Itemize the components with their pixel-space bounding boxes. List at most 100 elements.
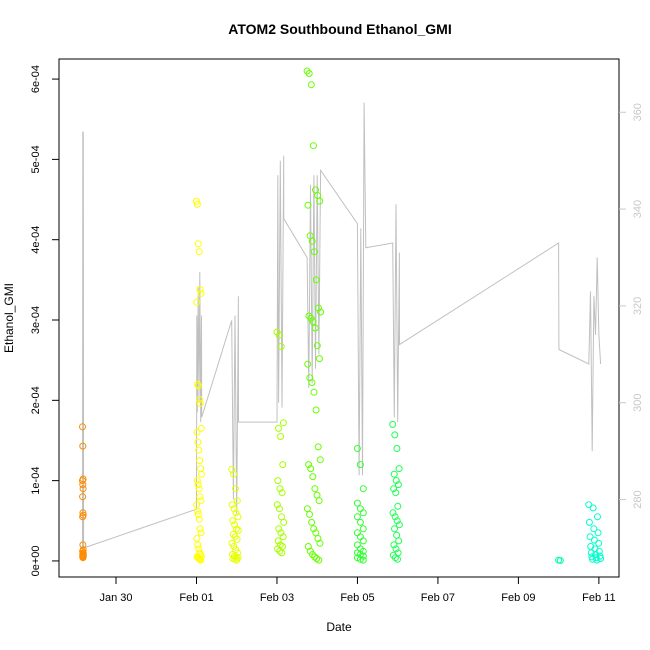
data-point [196,457,204,465]
data-point [196,555,204,563]
data-point [193,298,201,306]
data-point [391,554,399,562]
data-point [316,456,324,464]
data-point [359,537,367,545]
data-point [194,541,202,549]
data-point [197,290,205,297]
data-point [279,461,287,469]
data-point [196,493,204,501]
data-point [315,556,323,564]
data-point [395,521,403,529]
data-point [307,81,315,89]
data-point [353,541,361,549]
data-point [391,525,398,533]
data-point [197,497,205,505]
data-point [233,525,240,533]
x-tick-label: Feb 03 [260,592,294,604]
data-point [307,465,315,473]
series-line [82,102,602,558]
data-point [394,555,401,563]
data-point [317,308,325,316]
data-point [556,557,564,564]
data-point [308,237,316,245]
data-point [79,509,87,517]
data-point [589,555,596,563]
data-point [306,510,313,518]
data-point [586,533,594,541]
data-point [279,419,287,427]
data-point [194,481,202,489]
y-tick-label: 5e-04 [30,145,42,173]
data-point [585,501,593,509]
data-point [359,556,367,564]
data-point [195,248,203,256]
data-point [195,446,203,454]
plot-area-frame [58,58,620,578]
data-point [353,445,361,452]
data-point [278,549,286,557]
data-point [277,433,285,440]
y-right-tick-label: 360 [632,103,644,121]
data-point [392,477,400,485]
data-point [595,539,603,547]
data-point [193,535,201,542]
data-point [356,518,364,526]
data-point [391,431,399,439]
data-point [309,318,317,326]
data-point [230,505,238,513]
data-point [391,513,399,521]
data-point [79,554,87,562]
data-point [316,197,324,205]
data-point [277,529,285,537]
data-point [305,70,313,77]
data-point [314,443,322,451]
data-point [305,461,313,469]
data-point [389,420,397,428]
data-point [587,549,595,557]
data-point [310,248,318,256]
data-point [590,525,598,533]
data-point [194,240,202,248]
data-point [392,489,400,497]
data-point [194,510,202,518]
data-point [273,501,281,509]
data-point [356,505,364,513]
data-point [79,423,86,431]
scatter-points [79,67,605,564]
data-point [594,529,602,537]
data-point [359,509,367,517]
data-point [275,525,283,533]
data-point [197,529,205,537]
data-point [308,379,316,387]
y-tick-label: 0e+00 [30,545,42,576]
data-point [230,470,238,478]
data-point [193,477,201,485]
y-tick-label: 1e-04 [30,467,42,495]
data-point [193,501,201,509]
y-right-tick-label: 320 [632,297,644,315]
data-point [193,197,200,205]
chart-title: ATOM2 Southbound Ethanol_GMI [228,21,451,37]
data-point [585,518,593,526]
data-point [229,517,237,525]
data-point [309,142,317,150]
data-point [196,396,203,403]
data-point [278,489,286,497]
data-point [310,525,318,533]
data-point [394,502,402,510]
data-point [309,473,317,481]
data-point [196,286,204,293]
data-point [394,481,402,489]
data-point [304,360,312,368]
x-tick-label: Feb 07 [421,592,455,604]
data-point [275,331,283,339]
data-point [194,438,202,446]
y-tick-label: 6e-04 [30,65,42,93]
data-point [315,497,323,505]
data-point [196,525,204,533]
data-point [304,201,312,209]
data-point [395,537,403,545]
data-point [193,428,201,436]
data-point [79,513,87,521]
x-tick-label: Feb 11 [582,592,615,604]
